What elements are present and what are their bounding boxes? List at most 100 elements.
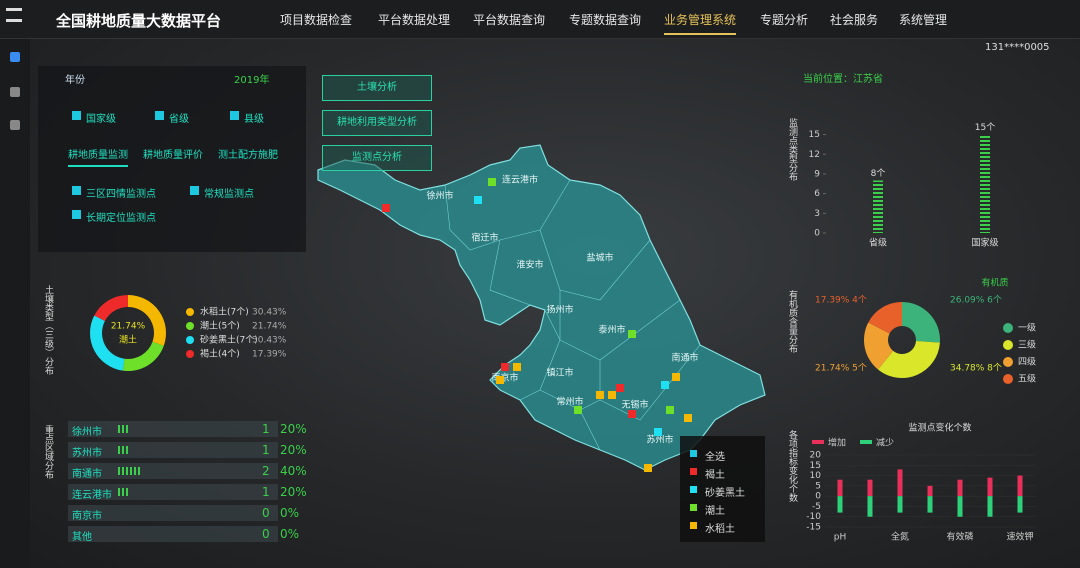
map-marker[interactable]: [644, 464, 652, 472]
x-tick-label: 全氮: [891, 531, 909, 543]
region-name[interactable]: 南京市: [72, 511, 102, 522]
chart-title: 监测点变化个数: [908, 422, 971, 434]
nav-item[interactable]: 平台数据处理: [378, 13, 451, 27]
sidebar-icon[interactable]: [10, 120, 20, 130]
donut-slice: [128, 295, 167, 346]
donut-slice: [94, 295, 128, 322]
legend-label: 潮土(5个): [200, 320, 240, 332]
region-name[interactable]: 苏州市: [72, 448, 102, 459]
checkbox[interactable]: [72, 111, 81, 120]
map-marker[interactable]: [574, 406, 582, 414]
region-label: 连云港市: [502, 174, 538, 186]
map-marker[interactable]: [684, 414, 692, 422]
map-marker[interactable]: [488, 178, 496, 186]
region-label: 宿迁市: [471, 232, 498, 244]
y-tick-label: 12: [809, 150, 820, 160]
legend-swatch[interactable]: [690, 522, 697, 529]
legend-label[interactable]: 褐土: [705, 470, 725, 481]
map-marker[interactable]: [661, 381, 669, 389]
legend-label[interactable]: 砂姜黑土: [705, 488, 745, 499]
legend-label: 四级: [1018, 356, 1036, 368]
map-button[interactable]: 耕地利用类型分析: [322, 110, 432, 136]
nav-item[interactable]: 专题分析: [760, 13, 809, 27]
nav-item[interactable]: 平台数据查询: [473, 13, 546, 27]
legend-swatch[interactable]: [690, 468, 697, 475]
checkbox[interactable]: [190, 186, 199, 195]
sidebar: [0, 39, 30, 568]
map-marker[interactable]: [596, 391, 604, 399]
y-tick-label: 9: [814, 169, 820, 179]
legend-swatch[interactable]: [690, 450, 697, 457]
panel-label: 年份: [65, 75, 85, 86]
map-button[interactable]: 土壤分析: [322, 75, 432, 101]
region-name[interactable]: 徐州市: [72, 427, 102, 438]
region-name[interactable]: 南通市: [72, 469, 102, 480]
nav-item[interactable]: 业务管理系统: [664, 11, 737, 35]
map-marker[interactable]: [382, 204, 390, 212]
tab[interactable]: 测土配方施肥: [218, 150, 278, 161]
menu-icon[interactable]: [6, 8, 22, 22]
legend-label: 减少: [876, 437, 894, 449]
map-marker[interactable]: [501, 363, 509, 371]
map-button[interactable]: 监测点分析: [322, 145, 432, 171]
region-percent: 20%: [280, 443, 307, 457]
bar: [927, 485, 933, 497]
slice-label: 17.39% 4个: [815, 295, 867, 306]
y-tick-label: 6: [814, 189, 820, 199]
x-tick-label: 有效磷: [946, 531, 973, 543]
legend-label: 五级: [1018, 373, 1036, 385]
map-marker[interactable]: [628, 330, 636, 338]
map-marker[interactable]: [616, 384, 624, 392]
map-marker[interactable]: [474, 196, 482, 204]
map-marker[interactable]: [496, 376, 504, 384]
nav-item[interactable]: 专题数据查询: [569, 13, 642, 27]
legend-label[interactable]: 潮土: [705, 506, 725, 517]
user-name[interactable]: 131****0005: [985, 42, 1050, 53]
sidebar-icon[interactable]: [10, 87, 20, 97]
bar: [927, 496, 933, 513]
map-marker[interactable]: [628, 410, 636, 418]
year-value[interactable]: 2019年: [234, 75, 270, 86]
checkbox-label: 常规监测点: [204, 189, 254, 200]
checkbox-label: 省级: [169, 114, 189, 125]
nav-item[interactable]: 项目数据检查: [280, 13, 353, 27]
nav-item[interactable]: 社会服务: [830, 13, 879, 27]
tab[interactable]: 耕地质量监测: [68, 146, 128, 167]
legend-dot: [186, 336, 194, 344]
checkbox-label: 长期定位监测点: [86, 213, 156, 224]
checkbox[interactable]: [155, 111, 164, 120]
y-tick-label: 0: [814, 229, 820, 239]
region-percent: 40%: [280, 464, 307, 478]
checkbox-label: 县级: [244, 114, 264, 125]
legend-dot: [186, 308, 194, 316]
value-label: 15个: [975, 122, 995, 133]
y-tick-label: 20: [810, 451, 822, 461]
map-marker[interactable]: [672, 373, 680, 381]
region-label: 盐城市: [586, 252, 613, 264]
legend-swatch[interactable]: [690, 504, 697, 511]
region-label: 无锡市: [621, 399, 648, 411]
map-marker[interactable]: [666, 406, 674, 414]
tab[interactable]: 耕地质量评价: [143, 150, 203, 161]
nav-item[interactable]: 系统管理: [899, 13, 948, 27]
sidebar-icon[interactable]: [10, 52, 20, 62]
legend-label[interactable]: 全选: [705, 452, 725, 463]
map-marker[interactable]: [513, 363, 521, 371]
legend-value: 30.43%: [252, 308, 287, 318]
legend-swatch[interactable]: [690, 486, 697, 493]
donut-slice: [902, 302, 940, 343]
row-bg: [68, 526, 278, 542]
map-marker[interactable]: [608, 391, 616, 399]
map-marker[interactable]: [654, 428, 662, 436]
region-bar: [118, 488, 130, 496]
checkbox[interactable]: [230, 111, 239, 120]
legend-label[interactable]: 水稻土: [705, 524, 735, 535]
region-name[interactable]: 连云港市: [72, 490, 112, 501]
checkbox[interactable]: [72, 210, 81, 219]
panel: [38, 270, 306, 398]
location: 当前位置：江苏省: [803, 74, 883, 85]
checkbox[interactable]: [72, 186, 81, 195]
y-tick-label: 3: [814, 209, 820, 219]
region-name[interactable]: 其他: [72, 532, 92, 543]
